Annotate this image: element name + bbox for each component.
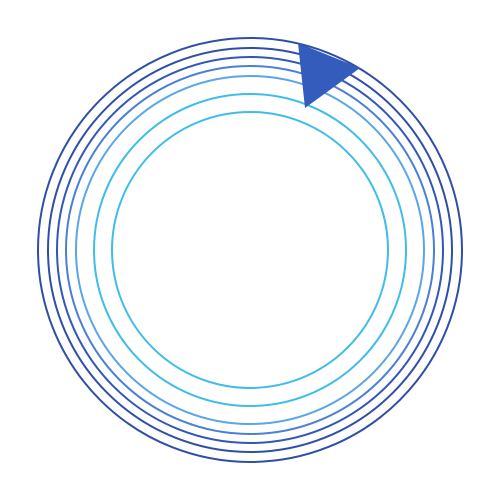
ring-2 (47, 47, 453, 453)
rings-group (37, 37, 463, 463)
ring-1 (37, 37, 463, 463)
ring-6 (93, 93, 407, 407)
ring-5 (75, 75, 425, 425)
triangle-pointer-icon (298, 43, 360, 108)
ring-7 (111, 111, 389, 389)
ring-4 (65, 65, 435, 435)
ring-3 (56, 56, 444, 444)
